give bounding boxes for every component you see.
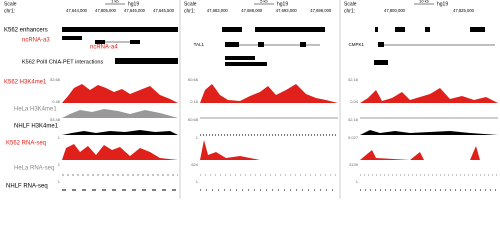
assembly-label: hg19 (437, 1, 448, 7)
assembly-label: hg19 (277, 1, 288, 7)
coordinate: 47,688,000 (241, 8, 263, 13)
track-scale: 53.48 (50, 117, 61, 122)
coordinate: 47,805,000 (95, 8, 117, 13)
enhancer (470, 27, 485, 32)
signal (62, 144, 178, 160)
coordinate: 47,644,000 (66, 8, 88, 13)
genome-browser: K562 enhancers ncRNA-a3 ncRNA-a4 K562 Po… (4, 0, 498, 199)
scale-label: Scale (184, 1, 197, 7)
coordinate: 47,645,500 (153, 8, 175, 13)
track-scale: 42.16 (348, 77, 359, 82)
track-label: HeLa H3K4me1 (14, 107, 57, 113)
gene-label: TAL1 (194, 42, 205, 47)
coordinate: 47,683,000 (207, 8, 229, 13)
track-scale: 1 (196, 135, 199, 140)
track-label: K562 PolII ChIA-PET interactions (22, 59, 103, 65)
track-scale: 42.16 (348, 117, 359, 122)
track-label: K562 RNA-seq (6, 141, 46, 147)
track-scale: 1 (356, 179, 359, 184)
track-scale: 3139 (349, 162, 359, 167)
track-scale: 0.48 (52, 99, 61, 104)
enhancer (425, 27, 430, 32)
track-scale: 60.66 (188, 77, 199, 82)
track-scale: 1 (58, 179, 61, 184)
exon (378, 42, 384, 47)
track-scale: 0.16 (190, 99, 199, 104)
signal (360, 88, 498, 103)
enhancer (255, 27, 325, 32)
chrom-label: chr1: (4, 8, 15, 14)
scale-label: Scale (344, 1, 357, 7)
exon (130, 40, 140, 44)
chrom-label: chr1: (184, 8, 195, 14)
coordinate: 47,645,000 (124, 8, 146, 13)
signal (360, 130, 498, 135)
coordinate: 47,698,000 (310, 8, 332, 13)
track-label: NHLF H3K4me1 (14, 124, 59, 130)
scale-label: Scale (4, 1, 17, 7)
exon (95, 40, 105, 44)
interaction (225, 62, 267, 66)
assembly-label: hg19 (128, 1, 139, 7)
signal (200, 84, 338, 103)
track-scale: 1 (58, 162, 61, 167)
chrom-label: chr1: (344, 8, 355, 14)
coordinate: 47,825,000 (453, 8, 475, 13)
track-scale: 624 (191, 162, 198, 167)
track-scale: 60.68 (188, 117, 199, 122)
scale-bar-label: 1 kb (111, 0, 119, 4)
enhancer (222, 27, 242, 32)
transcript (62, 36, 82, 40)
interaction (115, 58, 178, 64)
track-label: K562 enhancers (4, 28, 48, 34)
track-scale: 0.04 (350, 99, 359, 104)
track-scale: 1 (196, 179, 199, 184)
track-scale: 52.66 (50, 77, 61, 82)
track-scale: 0.027 (348, 135, 359, 140)
track-label: HeLa RNA-seq (14, 166, 54, 172)
signal (62, 84, 178, 103)
track-label: ncRNA-a3 (22, 38, 50, 44)
enhancer (395, 27, 405, 32)
signal (62, 109, 178, 118)
coordinate: 47,693,000 (276, 8, 298, 13)
track-scale: 1 (58, 135, 61, 140)
track-label: NHLF RNA-seq (6, 184, 48, 190)
track-label: ncRNA-a4 (90, 45, 118, 51)
exon (225, 42, 239, 47)
signal (200, 140, 338, 160)
track-label: K562 H3K4me1 (4, 80, 47, 86)
enhancer (375, 27, 378, 32)
interaction (374, 60, 388, 65)
exon (258, 42, 264, 47)
coordinate: 47,800,000 (384, 8, 406, 13)
signal (62, 130, 178, 135)
scale-bar-label: 10 kb (419, 0, 430, 4)
scale-bar-label: 5 kb (260, 0, 268, 4)
gene-label: CMPK1 (348, 42, 364, 47)
exon (300, 42, 306, 47)
interaction (225, 56, 255, 60)
enhancer (62, 27, 178, 32)
signal (360, 146, 498, 160)
